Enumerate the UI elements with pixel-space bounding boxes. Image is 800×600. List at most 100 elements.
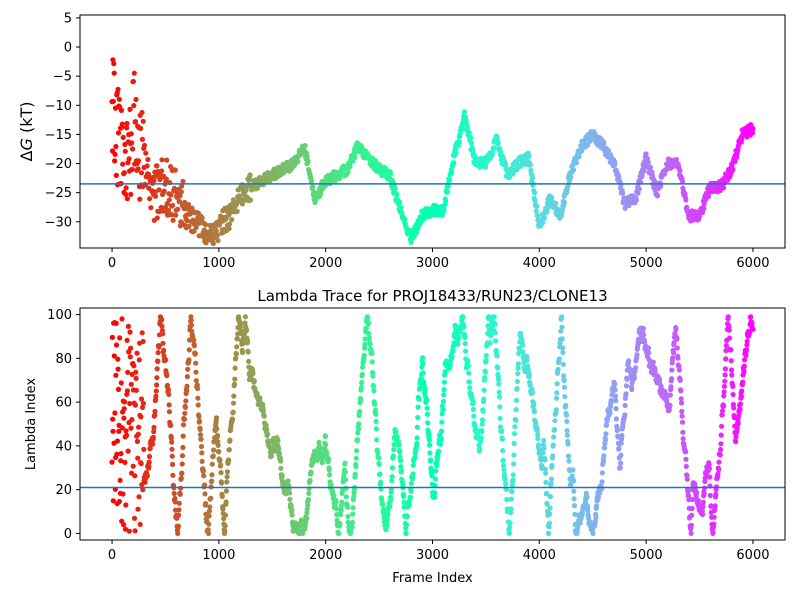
lambda-point	[131, 515, 138, 521]
lambda-point	[544, 501, 550, 507]
lambda-point	[495, 376, 502, 383]
x-tick-label: 5000	[630, 548, 663, 563]
lambda-point	[531, 409, 538, 415]
lambda-point	[513, 417, 519, 423]
lambda-point	[155, 350, 161, 356]
lambda-point	[176, 500, 182, 506]
lambda-point	[365, 315, 371, 321]
dg-point	[247, 197, 254, 203]
lambda-point	[159, 323, 165, 329]
lambda-point	[133, 375, 139, 381]
lambda-point	[345, 513, 351, 520]
dg-point	[495, 140, 501, 146]
lambda-point	[626, 358, 632, 364]
lambda-point	[571, 488, 577, 494]
lambda-point	[279, 472, 285, 478]
lambda-point	[646, 350, 652, 356]
lambda-point	[467, 385, 473, 391]
lambda-point	[668, 384, 674, 390]
lambda-point	[531, 401, 537, 407]
lambda-point	[242, 320, 248, 326]
lambda-point	[354, 448, 360, 454]
lambda-point	[227, 437, 233, 443]
lambda-point	[358, 384, 364, 390]
lambda-point	[140, 338, 146, 345]
lambda-point	[719, 423, 725, 429]
lambda-point	[353, 455, 359, 461]
dg-point	[177, 193, 183, 199]
lambda-point	[616, 445, 622, 451]
dg-point	[175, 206, 181, 212]
y-tick-label: −30	[45, 215, 72, 230]
lambda-point	[113, 320, 119, 326]
dg-point	[605, 148, 612, 154]
lambda-point	[182, 404, 188, 410]
dg-point	[453, 150, 459, 156]
lambda-point	[180, 422, 187, 428]
dg-point	[168, 192, 174, 198]
lambda-point	[479, 417, 486, 423]
lambda-point	[673, 326, 679, 333]
lambda-point	[730, 391, 736, 398]
lambda-point	[712, 503, 718, 509]
lambda-point	[679, 408, 685, 414]
lambda-point	[350, 511, 356, 517]
y-tick-label: 0	[64, 527, 72, 542]
lambda-point	[110, 498, 116, 504]
dg-point	[655, 193, 661, 199]
lambda-point	[242, 314, 248, 320]
lambda-point	[675, 355, 681, 361]
lambda-point	[710, 530, 716, 537]
dg-points	[109, 57, 756, 247]
lambda-point	[447, 361, 453, 367]
dg-point	[133, 96, 139, 103]
lambda-point	[479, 421, 485, 427]
dg-point	[177, 199, 183, 205]
lambda-point	[151, 424, 157, 431]
lambda-point	[431, 494, 437, 500]
lambda-point	[439, 419, 445, 425]
dg-point	[113, 143, 119, 150]
dg-point	[179, 183, 185, 189]
lambda-point	[111, 353, 117, 359]
lambda-point	[396, 442, 402, 448]
x-tick-label: 5000	[630, 256, 663, 271]
chart-dg: 0 1000 2000 3000 4000 5000 6000 −30 −25 −20 −15 −1…	[17, 11, 786, 271]
lambda-point	[471, 413, 477, 419]
lambda-point	[614, 427, 621, 433]
lambda-point	[124, 388, 130, 394]
lambda-point	[229, 416, 236, 422]
lambda-point	[197, 426, 203, 432]
dg-point	[184, 218, 190, 224]
x-tick-label: 0	[108, 548, 116, 563]
lambda-point	[631, 375, 638, 381]
lambda-x-ticks: 0 1000 2000 3000 4000 5000 6000	[108, 540, 770, 563]
lambda-point	[688, 522, 695, 529]
lambda-point	[222, 523, 228, 529]
lambda-point	[125, 323, 131, 329]
lambda-point	[356, 421, 362, 427]
lambda-point	[420, 355, 426, 361]
lambda-point	[535, 432, 541, 438]
lambda-point	[624, 376, 630, 382]
lambda-point	[483, 353, 489, 359]
lambda-point	[343, 477, 349, 483]
lambda-point	[232, 376, 238, 382]
lambda-point	[607, 410, 613, 416]
lambda-point	[132, 473, 138, 479]
dg-point	[652, 178, 658, 184]
lambda-point	[182, 410, 188, 416]
lambda-point	[424, 397, 430, 403]
dg-point	[130, 146, 136, 152]
lambda-point	[722, 378, 728, 384]
lambda-point	[428, 457, 434, 463]
lambda-point	[689, 512, 695, 518]
lambda-point	[222, 528, 228, 534]
lambda-point	[136, 494, 142, 500]
lambda-point	[593, 515, 599, 521]
lambda-point	[563, 412, 570, 418]
dg-point	[247, 172, 253, 178]
lambda-point	[716, 467, 722, 473]
lambda-point	[403, 522, 410, 528]
lambda-point	[147, 445, 153, 451]
